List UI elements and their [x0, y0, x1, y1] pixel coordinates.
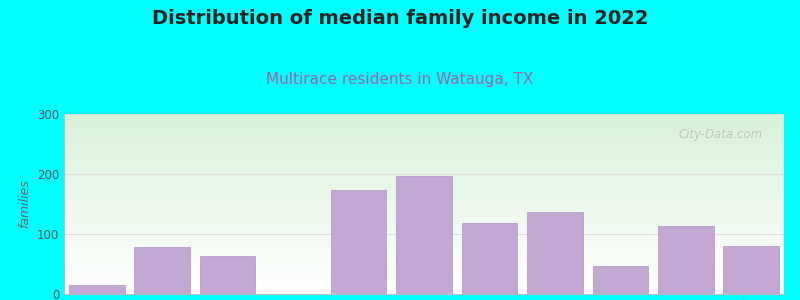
Text: Multirace residents in Watauga, TX: Multirace residents in Watauga, TX [266, 72, 534, 87]
Bar [527, 212, 582, 294]
Text: City-Data.com: City-Data.com [678, 128, 762, 141]
Bar [69, 285, 125, 294]
Bar [330, 190, 386, 294]
Bar [396, 176, 452, 294]
Bar [200, 256, 255, 294]
Text: Distribution of median family income in 2022: Distribution of median family income in … [152, 9, 648, 28]
Bar [723, 246, 779, 294]
Bar [134, 247, 190, 294]
Bar [658, 226, 714, 294]
Y-axis label: families: families [18, 180, 31, 228]
Bar [593, 266, 648, 294]
Bar [462, 223, 518, 294]
